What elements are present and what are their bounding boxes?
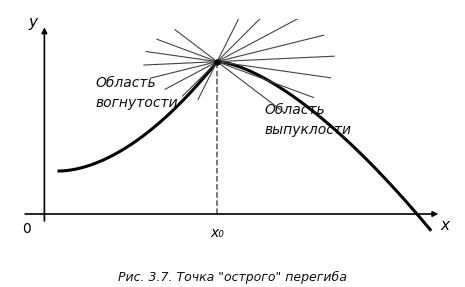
Text: y: y <box>28 15 37 30</box>
Text: Рис. 3.7. Точка "острого" перегиба: Рис. 3.7. Точка "острого" перегиба <box>118 271 347 284</box>
Text: 0: 0 <box>22 222 30 236</box>
Text: Область
вогнутости: Область вогнутости <box>96 76 179 110</box>
Text: x: x <box>440 218 449 233</box>
Text: Область
выпуклости: Область выпуклости <box>265 104 352 137</box>
Text: x₀: x₀ <box>210 226 224 240</box>
